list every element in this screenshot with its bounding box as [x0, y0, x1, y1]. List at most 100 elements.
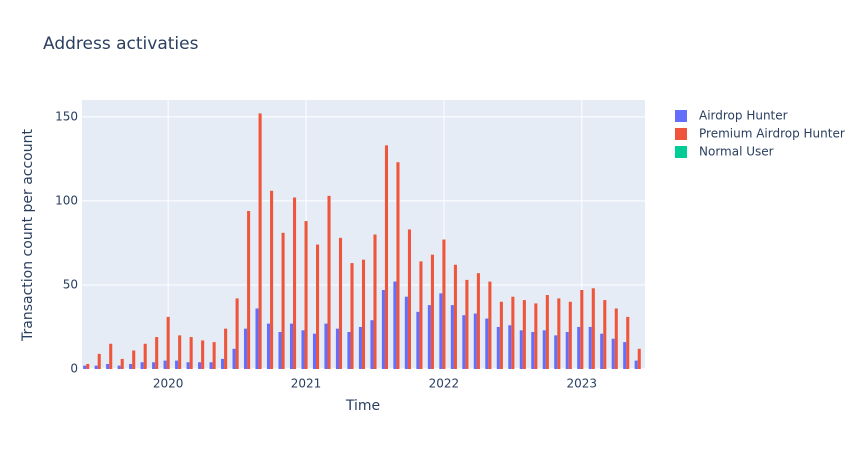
- y-tick-label: 0: [70, 362, 78, 376]
- legend-swatch: [675, 128, 687, 140]
- bar: [450, 305, 454, 369]
- bar: [244, 328, 248, 369]
- bar: [496, 326, 500, 369]
- bar: [407, 229, 411, 369]
- bar: [155, 337, 159, 369]
- bar: [427, 305, 431, 369]
- bar: [453, 264, 457, 369]
- chart-title: Address activaties: [43, 34, 199, 54]
- bar: [293, 197, 297, 369]
- bar: [522, 300, 526, 369]
- bar: [511, 296, 515, 369]
- bar: [465, 279, 469, 369]
- bar: [350, 263, 354, 369]
- bar: [347, 332, 351, 369]
- bar: [634, 360, 638, 369]
- bar: [568, 301, 572, 369]
- bar: [519, 330, 523, 369]
- bar: [209, 362, 213, 369]
- bar: [419, 261, 423, 369]
- bar: [143, 343, 147, 369]
- y-tick-label: 50: [63, 277, 78, 291]
- bar: [266, 323, 271, 369]
- bar: [545, 295, 549, 369]
- bar: [611, 338, 615, 369]
- bar: [577, 326, 581, 369]
- x-tick-label: 2021: [291, 377, 322, 391]
- bar: [304, 221, 308, 369]
- bar: [404, 296, 408, 369]
- bar: [416, 311, 420, 369]
- bar: [476, 273, 480, 369]
- bar: [623, 342, 627, 369]
- bar: [373, 234, 377, 369]
- bar: [109, 343, 113, 369]
- bar: [258, 113, 262, 369]
- bar: [83, 365, 87, 369]
- bar: [626, 316, 630, 369]
- bar: [485, 318, 489, 369]
- bar: [554, 335, 558, 369]
- bar: [247, 210, 251, 369]
- bar: [186, 362, 190, 369]
- y-tick-label: 150: [55, 109, 78, 123]
- x-tick-label: 2023: [567, 377, 598, 391]
- bar: [232, 348, 236, 369]
- x-axis-title: Time: [345, 398, 380, 414]
- bar: [381, 289, 385, 369]
- bar: [316, 244, 320, 369]
- bar: [565, 332, 569, 369]
- bar: [106, 363, 110, 369]
- legend-label: Premium Airdrop Hunter: [699, 127, 845, 141]
- bar: [637, 348, 641, 369]
- x-tick-label: 2020: [153, 377, 184, 391]
- bar: [614, 308, 618, 369]
- bar: [132, 350, 136, 369]
- bar: [152, 362, 156, 369]
- legend-swatch: [675, 110, 687, 122]
- bar: [324, 323, 328, 369]
- bar: [224, 328, 228, 369]
- bar: [588, 326, 592, 369]
- bar: [221, 358, 225, 369]
- bar: [270, 190, 274, 369]
- bar: [384, 145, 389, 369]
- bar: [120, 358, 124, 369]
- legend-label: Normal User: [699, 145, 774, 159]
- bar: [531, 332, 535, 369]
- bar: [278, 332, 282, 369]
- bar: [178, 335, 182, 369]
- bar: [198, 362, 202, 369]
- bar: [396, 162, 400, 369]
- bar: [175, 360, 179, 369]
- bar: [439, 293, 443, 369]
- bar: [312, 333, 317, 369]
- bar: [580, 289, 584, 369]
- bar: [488, 281, 492, 369]
- bar: [301, 330, 305, 369]
- bar: [117, 365, 121, 369]
- bar: [289, 323, 294, 369]
- bar: [442, 239, 446, 369]
- y-axis-title: Transaction count per account: [20, 129, 36, 342]
- legend-swatch: [675, 146, 687, 158]
- bar: [327, 195, 331, 369]
- bar: [335, 328, 339, 369]
- bar: [557, 298, 561, 369]
- bar: [361, 259, 366, 369]
- bar: [591, 288, 595, 369]
- bar: [508, 325, 512, 369]
- bar: [499, 301, 503, 369]
- bar: [97, 353, 101, 369]
- bar: [166, 316, 170, 369]
- bar: [430, 254, 434, 369]
- bar: [603, 300, 607, 369]
- bar: [94, 365, 98, 369]
- bar: [338, 237, 343, 369]
- bar: [600, 333, 604, 369]
- bar: [235, 298, 239, 369]
- bar: [281, 232, 285, 369]
- bar: [542, 330, 546, 369]
- bar: [189, 337, 193, 369]
